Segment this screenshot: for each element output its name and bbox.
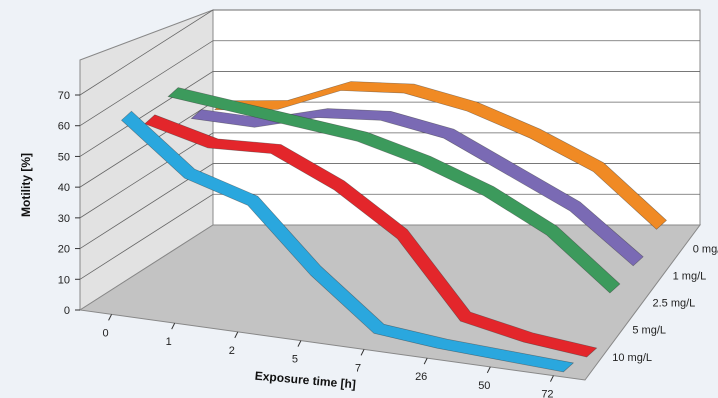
x-tick-mark <box>108 314 113 321</box>
x-tick-label: 5 <box>292 354 298 366</box>
y-tick-label: 0 <box>64 305 70 317</box>
x-axis-ticks: 0 1 2 5 7 26 50 72 <box>103 314 554 398</box>
x-tick-label: 1 <box>166 336 172 348</box>
gridline <box>79 163 700 249</box>
gridline <box>79 193 700 280</box>
x-tick-mark <box>360 349 365 356</box>
series-ribbon-2-5-mg-l <box>167 87 621 294</box>
series-label: 0 mg/L <box>693 243 718 255</box>
series-ribbon-5-mg-l <box>144 114 598 358</box>
y-tick-label: 10 <box>58 274 70 286</box>
x-tick-label: 50 <box>478 380 490 392</box>
x-tick-label: 72 <box>541 389 553 398</box>
x-tick-mark <box>171 322 176 330</box>
x-tick-mark <box>297 340 302 347</box>
gridline <box>79 40 700 127</box>
series-label: 10 mg/L <box>612 352 652 364</box>
y-tick-label: 60 <box>58 121 70 133</box>
x-tick-label: 2 <box>229 345 235 357</box>
series-label: 1 mg/L <box>673 270 707 282</box>
series-ribbons <box>121 81 667 373</box>
y-axis-title: Motility [%] <box>19 153 33 217</box>
x-tick-label: 7 <box>355 362 361 374</box>
y-axis-ticks: 0 10 20 30 40 50 60 70 <box>58 90 80 317</box>
series-label: 2.5 mg/L <box>653 298 696 310</box>
gridline <box>79 9 700 96</box>
series-label: 5 mg/L <box>632 325 666 337</box>
y-tick-label: 30 <box>58 213 70 225</box>
series-ribbon-0-mg-l <box>213 81 667 230</box>
depth-axis-ticks: 0 mg/L 1 mg/L 2.5 mg/L 5 mg/L 10 mg/L <box>612 243 718 364</box>
gridline <box>79 71 700 157</box>
x-axis-title: Exposure time [h] <box>254 369 356 392</box>
x-tick-mark <box>549 375 554 382</box>
x-tick-mark <box>423 357 428 365</box>
x-tick-label: 26 <box>415 371 427 383</box>
series-ribbon-10-mg-l <box>121 110 575 373</box>
y-tick-label: 50 <box>58 151 70 163</box>
x-tick-mark <box>486 366 491 374</box>
y-tick-label: 70 <box>58 90 70 102</box>
y-tick-label: 40 <box>58 182 70 194</box>
x-tick-mark <box>234 331 239 339</box>
y-tick-label: 20 <box>58 244 70 256</box>
x-tick-label: 0 <box>103 327 109 339</box>
